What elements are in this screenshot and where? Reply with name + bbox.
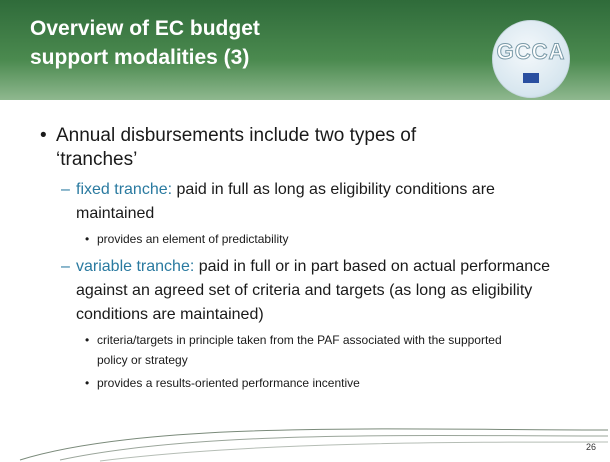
header-band: Overview of EC budget support modalities… — [0, 0, 610, 100]
item-text: paid in full as long as eligibility cond… — [76, 181, 495, 222]
sub-sub-bullet: criteria/targets in principle taken from… — [85, 330, 527, 370]
item-label: fixed tranche: — [76, 181, 173, 198]
sub-bullet: variable tranche: paid in full or in par… — [61, 255, 566, 327]
item-text: paid in full or in part based on actual … — [76, 258, 551, 323]
eu-flag — [523, 73, 539, 83]
sub-bullet: fixed tranche: paid in full as long as e… — [61, 178, 566, 226]
bullet: Annual disbursements include two types o… — [40, 124, 496, 172]
curve — [19, 428, 609, 461]
logo: GCCA — [492, 20, 570, 98]
curve — [59, 435, 609, 461]
content: Annual disbursements include two types o… — [40, 124, 580, 393]
sub-sub-bullet: provides an element of predictability — [85, 229, 527, 249]
page-number: 26 — [586, 442, 597, 452]
footer-curves — [19, 428, 609, 462]
curve — [99, 441, 609, 462]
slide-title: Overview of EC budget support modalities… — [30, 17, 260, 69]
logo-text: GCCA — [496, 39, 566, 65]
sub-sub-bullet: provides a results-oriented performance … — [85, 373, 527, 393]
item-label: variable tranche: — [76, 258, 195, 275]
